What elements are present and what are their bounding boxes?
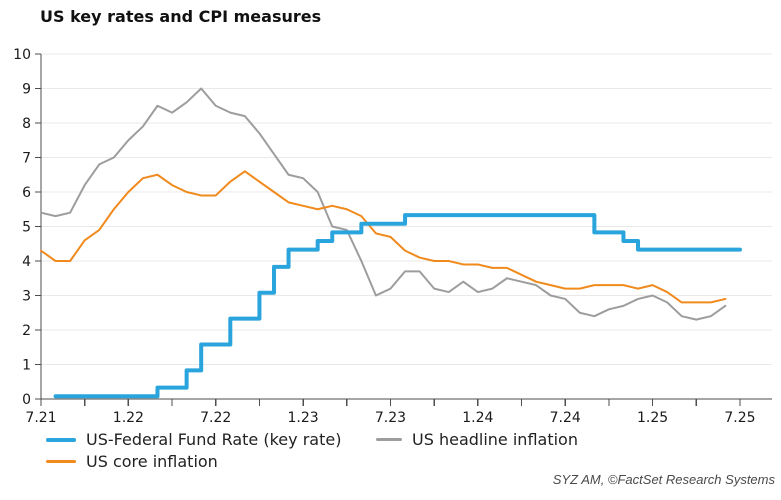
x-tick-label: 1.24 [462, 410, 493, 426]
y-tick-label: 3 [22, 289, 31, 305]
x-tick-label: 7.22 [200, 410, 231, 426]
legend-item-core-inflation: US core inflation [46, 452, 218, 471]
legend-label-fed-funds: US-Federal Fund Rate (key rate) [86, 430, 342, 449]
x-tick-label: 1.23 [288, 410, 319, 426]
y-tick-label: 5 [22, 220, 31, 236]
legend-label-core-inflation: US core inflation [86, 452, 218, 471]
y-tick-label: 8 [22, 116, 31, 132]
y-tick-label: 9 [22, 82, 31, 98]
x-tick-label: 7.21 [25, 410, 56, 426]
series-fed_funds [53, 213, 742, 399]
y-tick-label: 1 [22, 358, 31, 374]
core-inflation-line-swatch [46, 460, 76, 463]
legend-item-headline-inflation: US headline inflation [376, 430, 578, 449]
x-tick-label: 7.24 [550, 410, 581, 426]
y-tick-label: 6 [22, 185, 31, 201]
x-tick-label: 1.22 [113, 410, 144, 426]
legend-label-headline-inflation: US headline inflation [412, 430, 578, 449]
series-core [40, 170, 727, 304]
x-tick-label: 7.25 [724, 410, 755, 426]
headline-inflation-line-swatch [376, 438, 402, 441]
fed-funds-line-swatch [46, 437, 76, 442]
x-tick-label: 7.23 [375, 410, 406, 426]
y-tick-label: 2 [22, 323, 31, 339]
x-tick-label: 1.25 [637, 410, 668, 426]
chart-title: US key rates and CPI measures [40, 7, 322, 26]
series-headline [40, 87, 727, 321]
y-tick-label: 7 [22, 151, 31, 167]
y-tick-label: 0 [22, 392, 31, 408]
y-tick-label: 4 [22, 254, 31, 270]
attribution: SYZ AM, ©FactSet Research Systems [552, 472, 775, 487]
legend-item-fed-funds: US-Federal Fund Rate (key rate) [46, 430, 341, 449]
y-tick-label: 10 [13, 47, 31, 63]
